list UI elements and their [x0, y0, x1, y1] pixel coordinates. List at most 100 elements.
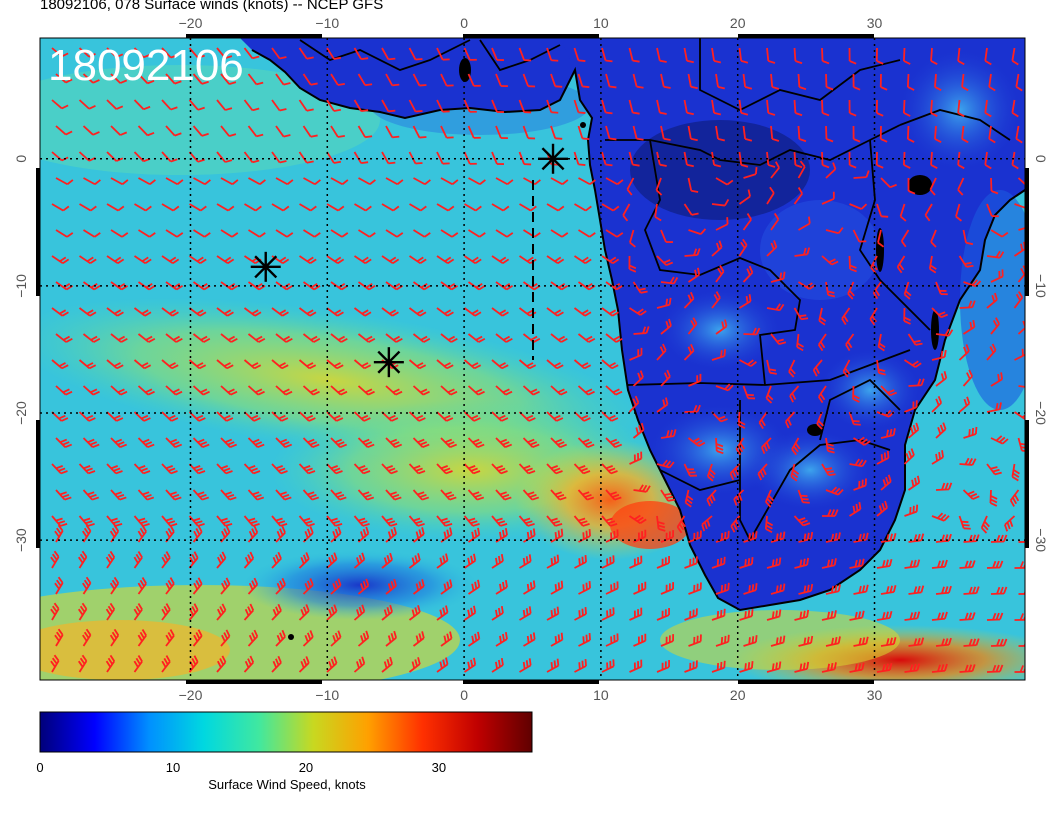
wind-barb — [55, 125, 73, 136]
wind-barb — [51, 463, 68, 475]
wind-barb — [326, 463, 343, 475]
wind-barb — [491, 359, 509, 370]
wind-barb — [684, 556, 698, 569]
wind-barb — [385, 125, 400, 139]
wind-barb — [51, 359, 69, 370]
wind-barb — [381, 307, 399, 317]
wind-barb — [463, 463, 481, 475]
wind-barb — [766, 303, 785, 312]
wind-barb — [711, 349, 726, 361]
wind-barb — [816, 411, 825, 430]
lake-okavango — [807, 424, 823, 436]
wind-barb — [518, 47, 532, 62]
wind-barb — [302, 578, 314, 595]
speed-band-westerlies-2 — [40, 620, 230, 680]
wind-barb — [931, 396, 943, 413]
wind-barb — [133, 463, 151, 475]
wind-barb — [706, 463, 716, 482]
wind-barb — [518, 359, 537, 370]
wind-barb — [656, 660, 670, 673]
wind-barb — [495, 385, 513, 396]
wind-barb — [271, 603, 282, 621]
wind-barb — [660, 429, 677, 439]
wind-barb — [849, 502, 862, 517]
wind-barb — [79, 203, 97, 212]
wind-barb — [220, 125, 237, 137]
wind-barb — [302, 489, 320, 501]
wind-barb — [628, 99, 640, 115]
wind-barb — [766, 359, 777, 375]
wind-barb — [849, 458, 867, 468]
wind-barb — [825, 162, 837, 179]
wind-barb — [464, 203, 482, 212]
wind-barb — [357, 630, 370, 647]
colorbar: 0 10 20 30 Surface Wind Speed, knots — [36, 711, 533, 792]
wind-barb — [110, 177, 129, 186]
wind-barb — [986, 203, 999, 218]
wind-barb — [711, 608, 726, 621]
wind-barb — [1017, 318, 1025, 335]
wind-barb — [275, 73, 291, 86]
wind-barb — [896, 255, 906, 274]
wind-barb — [106, 463, 123, 475]
wind-barb — [106, 307, 124, 317]
left-bar-1 — [36, 168, 40, 296]
wind-barb — [78, 515, 95, 527]
wind-barb — [51, 99, 69, 110]
wind-barb — [789, 385, 800, 403]
wind-barb — [656, 343, 667, 361]
wind-barb — [770, 531, 786, 543]
wind-barb — [821, 191, 835, 205]
right-bar-2 — [1025, 420, 1029, 548]
wind-barb — [959, 457, 977, 466]
wind-barb — [408, 47, 423, 61]
wind-barb — [605, 633, 619, 647]
wind-barb — [904, 611, 921, 621]
wind-barb — [298, 552, 310, 569]
wind-barb — [770, 583, 786, 595]
wind-barb — [935, 328, 954, 337]
wind-barb — [133, 603, 143, 621]
border-9 — [299, 39, 471, 71]
wind-barb — [357, 125, 373, 139]
wind-barb — [821, 610, 837, 621]
wind-barb — [161, 203, 180, 212]
wind-barb — [353, 515, 370, 527]
lon-tick-top: 0 — [460, 15, 468, 31]
wind-barb — [133, 307, 152, 317]
wind-barb — [247, 577, 259, 595]
wind-barb — [738, 151, 749, 168]
wind-barb — [440, 177, 459, 186]
wind-barb — [275, 229, 294, 238]
islands — [288, 122, 586, 640]
wind-barb — [715, 265, 725, 283]
wind-barb — [106, 151, 124, 162]
wind-barb — [869, 307, 878, 326]
wind-barb — [303, 177, 321, 186]
wind-barb — [766, 661, 782, 673]
wind-barb — [931, 611, 948, 621]
asterisk-marker — [373, 347, 404, 378]
wind-barb — [358, 177, 376, 186]
wind-barb — [412, 437, 430, 449]
wind-barb — [243, 463, 261, 475]
wind-barb — [78, 359, 97, 370]
wind-barb — [986, 250, 1005, 259]
wind-barb — [271, 203, 290, 212]
wind-barb — [628, 151, 640, 167]
wind-barb — [161, 515, 178, 527]
wind-barb — [495, 489, 512, 501]
wind-barb — [354, 203, 372, 212]
wind-barb — [880, 474, 892, 491]
wind-barb — [656, 47, 667, 63]
wind-barb — [110, 489, 127, 501]
wind-barb — [110, 333, 128, 343]
wind-barb — [271, 359, 289, 370]
border-5 — [659, 469, 741, 491]
wind-barb — [656, 297, 672, 309]
wind-barb — [715, 634, 730, 647]
wind-barb — [522, 489, 540, 501]
wind-barb — [436, 47, 450, 61]
wind-barb — [353, 604, 366, 621]
wind-barb — [628, 47, 640, 63]
